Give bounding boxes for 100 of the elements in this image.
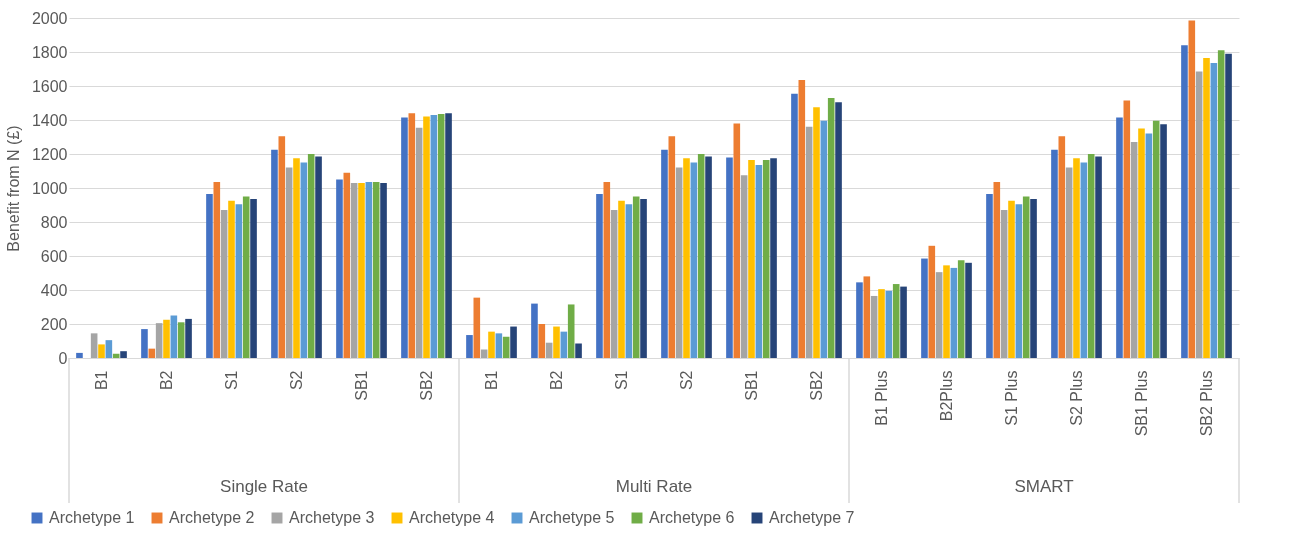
y-tick-label: 800 (40, 213, 68, 231)
bar (401, 117, 408, 358)
bar (740, 175, 748, 358)
bar (705, 156, 712, 358)
y-tick-label: 200 (40, 315, 68, 333)
bar (105, 340, 113, 358)
x-tick-label: S2 (677, 370, 695, 391)
bar (1152, 120, 1160, 358)
bar (1073, 158, 1080, 358)
bar (870, 295, 878, 358)
bar (228, 200, 235, 358)
bar (343, 172, 351, 358)
bar (285, 167, 293, 358)
y-tick-label: 1400 (31, 111, 68, 129)
bar (885, 290, 893, 358)
bar (603, 182, 611, 358)
bar (791, 93, 798, 358)
bar (683, 158, 690, 358)
bar (1022, 196, 1030, 358)
bar (473, 297, 481, 358)
bar (155, 323, 163, 358)
x-tick-label: S1 (612, 370, 630, 391)
bar (1225, 53, 1232, 358)
x-tick-label: B2 (157, 370, 175, 391)
bar (567, 304, 575, 358)
x-tick-label: S1 (222, 370, 240, 391)
bar (336, 179, 343, 358)
bar (856, 282, 863, 358)
y-tick-label: 2000 (31, 9, 68, 27)
bar (943, 265, 950, 358)
bar (820, 120, 828, 358)
bar (640, 199, 647, 358)
bar (1138, 128, 1145, 358)
x-tick-label: S1 Plus (1002, 370, 1020, 426)
bar (610, 210, 618, 358)
bar (1181, 45, 1188, 358)
bar (1065, 167, 1073, 358)
bar (560, 331, 568, 358)
legend-label: Archetype 3 (289, 509, 375, 526)
x-tick-label: SB2 (417, 370, 435, 401)
bar (170, 315, 178, 358)
bar (1145, 133, 1153, 358)
legend-label: Archetype 4 (409, 509, 495, 526)
bar (372, 182, 380, 358)
bar (445, 113, 452, 358)
bar (213, 182, 221, 358)
bar (863, 276, 871, 358)
bar (726, 157, 733, 358)
bar (235, 204, 243, 358)
bar (762, 159, 770, 358)
bar (892, 284, 900, 358)
bar (878, 289, 885, 358)
bar (900, 286, 907, 358)
bar (242, 196, 250, 358)
y-tick-label: 400 (40, 281, 68, 299)
bar (1217, 50, 1225, 358)
bar (437, 114, 445, 358)
bar (538, 324, 546, 358)
bar (993, 182, 1001, 358)
bar (163, 319, 170, 358)
bar (668, 136, 676, 358)
bar (1095, 156, 1102, 358)
bar (510, 326, 517, 358)
bar (950, 267, 958, 358)
bar (965, 262, 972, 358)
bar (1188, 20, 1196, 358)
x-tick-label: B2Plus (937, 370, 955, 422)
bar (1087, 154, 1095, 358)
y-axis-title: Benefit from N (£) (4, 125, 22, 252)
bar (553, 326, 560, 358)
bar (625, 204, 633, 358)
bar (1015, 204, 1023, 358)
bar (661, 149, 668, 358)
x-tick-label: SB1 (352, 370, 370, 401)
bar (148, 348, 156, 358)
legend-label: Archetype 5 (529, 509, 615, 526)
bar (770, 158, 777, 358)
x-tick-label: B1 Plus (872, 370, 890, 426)
bar (618, 200, 625, 358)
bar (408, 113, 416, 358)
bar (315, 156, 322, 358)
bar (278, 136, 286, 358)
bar (177, 322, 185, 358)
bar (957, 260, 965, 358)
bar (90, 333, 98, 358)
x-tick-label: SB2 Plus (1197, 370, 1215, 437)
bar (1195, 71, 1203, 358)
bar (733, 123, 741, 358)
bar (798, 80, 806, 358)
bar (415, 127, 423, 358)
bar (430, 114, 438, 358)
bar (1116, 117, 1123, 358)
bar (1210, 63, 1218, 358)
bar (380, 182, 387, 358)
bar (632, 196, 640, 358)
bar (1130, 142, 1138, 358)
bar (1160, 124, 1167, 358)
bar (1123, 100, 1131, 358)
bar (271, 149, 278, 358)
bar (813, 107, 820, 358)
